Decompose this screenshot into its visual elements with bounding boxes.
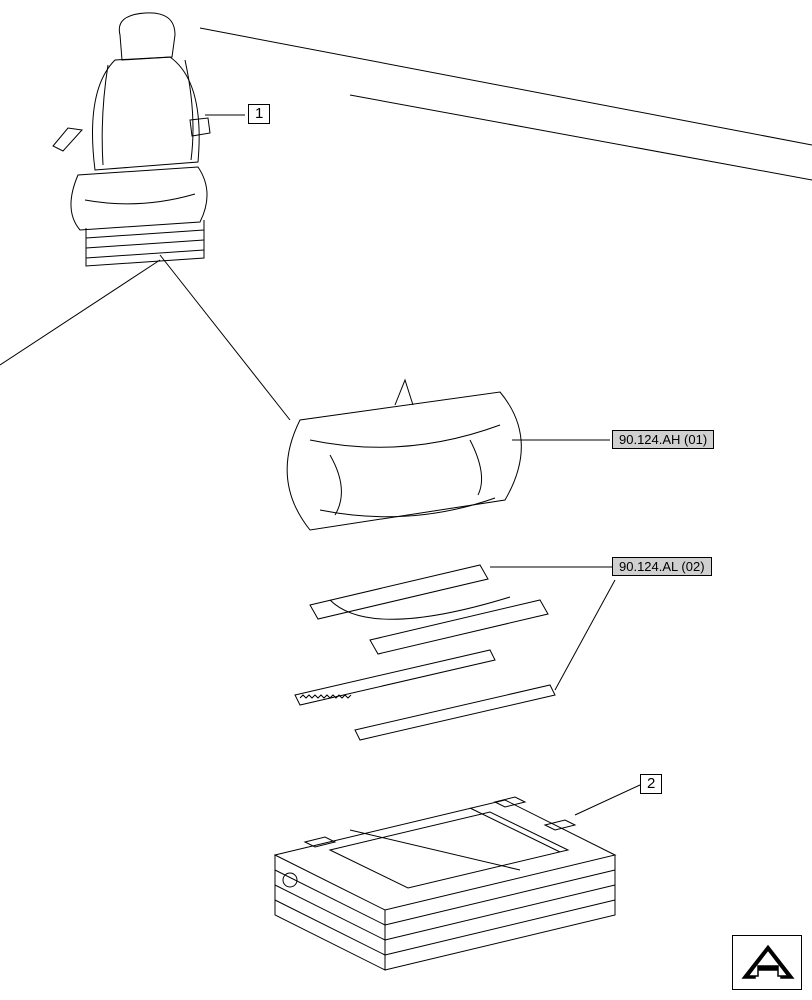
- seat-assembly-drawing: [53, 13, 245, 266]
- diagram-svg: [0, 0, 812, 1000]
- nav-up-icon[interactable]: [732, 935, 802, 990]
- callout-seat-assembly: 1: [248, 104, 270, 124]
- suspension-base-drawing: [275, 785, 640, 970]
- ref-label-rails: 90.124.AL (02): [612, 557, 712, 576]
- seat-cushion-drawing: [287, 380, 610, 530]
- parts-diagram: 1 2 90.124.AH (01) 90.124.AL (02): [0, 0, 812, 1000]
- ref-label-cushion: 90.124.AH (01): [612, 430, 714, 449]
- slide-rails-drawing: [295, 565, 615, 740]
- callout-suspension-base: 2: [640, 774, 662, 794]
